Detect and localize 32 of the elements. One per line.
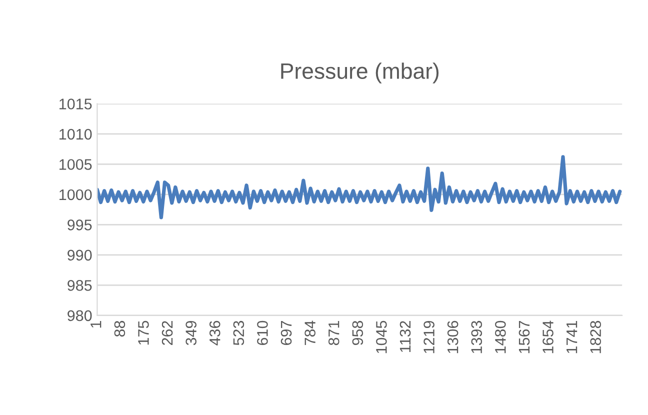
y-tick-label: 1010 xyxy=(60,128,92,140)
x-tick-label: 1741 xyxy=(566,321,578,354)
x-tick-label: 1 xyxy=(90,321,102,328)
x-tick-label: 1306 xyxy=(447,320,458,354)
x-tick-label: 958 xyxy=(352,320,364,346)
x-tick-label: 349 xyxy=(186,320,196,346)
x-tick-label: 1828 xyxy=(590,320,602,354)
x-tick-label: 1567 xyxy=(518,321,530,354)
x-tick-label: 1654 xyxy=(542,320,554,354)
x-tick-label: 1219 xyxy=(424,320,434,354)
x-tick-label: 88 xyxy=(114,320,126,337)
chart-title: Pressure (mbar) xyxy=(281,62,439,84)
y-tick-label: 1000 xyxy=(60,189,92,200)
x-tick-label: 871 xyxy=(328,321,340,346)
x-tick-label: 262 xyxy=(162,321,173,345)
y-tick-label: 1015 xyxy=(60,98,92,110)
y-tick-label: 980 xyxy=(68,310,92,322)
x-tick-label: 784 xyxy=(304,320,316,345)
y-tick-label: 1005 xyxy=(60,159,92,170)
x-tick-label: 1045 xyxy=(376,320,387,354)
line-series xyxy=(97,155,622,220)
y-tick-label: 985 xyxy=(68,280,92,291)
x-tick-label: 523 xyxy=(233,320,244,346)
x-tick-label: 1480 xyxy=(495,320,506,354)
x-tick-label: 697 xyxy=(280,321,292,345)
x-tick-label: 436 xyxy=(209,320,220,346)
x-tick-label: 610 xyxy=(257,320,268,345)
y-tick-label: 990 xyxy=(68,250,92,261)
y-tick-label: 995 xyxy=(68,220,92,230)
x-tick-label: 1393 xyxy=(471,320,482,354)
x-tick-label: 175 xyxy=(138,320,149,345)
x-tick-label: 1132 xyxy=(400,321,411,352)
